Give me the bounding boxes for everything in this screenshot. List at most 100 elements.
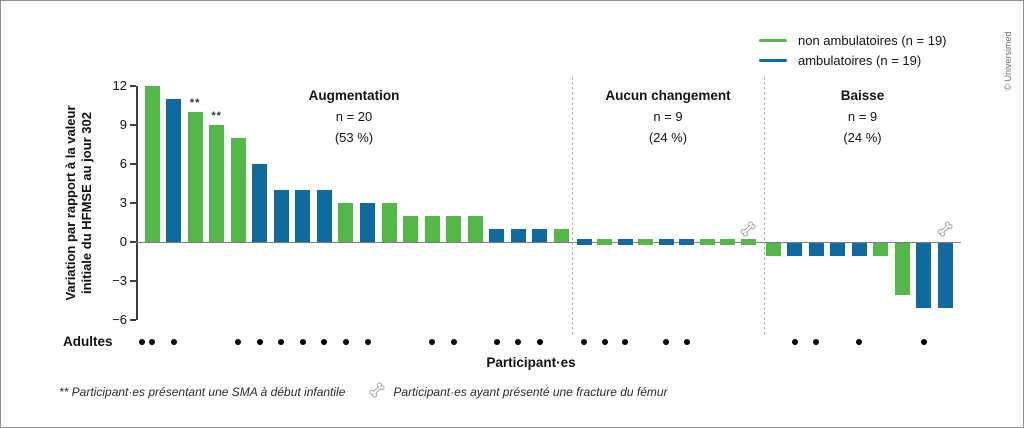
- femur-fracture-icon: [740, 221, 756, 237]
- section-n-count: n = 9: [847, 109, 878, 124]
- bar-non-ambulatoire: [597, 239, 612, 245]
- adult-dot: [429, 339, 436, 345]
- section-percentage: (24 %): [648, 130, 688, 145]
- y-tick-label: −6: [112, 312, 127, 327]
- adult-dot: [856, 339, 862, 345]
- adult-dot: [515, 339, 522, 345]
- bar-non-ambulatoire: [144, 86, 160, 242]
- adult-dot: [299, 339, 306, 345]
- femur-fracture-icon: [369, 382, 385, 398]
- bar-ambulatoire: [166, 99, 182, 242]
- bar-non-ambulatoire: [638, 239, 653, 245]
- bar-non-ambulatoire: [446, 216, 462, 242]
- bar-ambulatoire: [576, 239, 592, 245]
- bar-ambulatoire: [679, 239, 694, 245]
- bar-non-ambulatoire: [765, 242, 781, 256]
- adult-dot: [683, 339, 690, 345]
- adult-dot: [813, 339, 819, 345]
- adult-dot: [493, 339, 500, 345]
- femur-fracture-marker: [935, 219, 955, 239]
- bar-non-ambulatoire: [720, 239, 735, 245]
- section-header-2: Aucun changement n = 9 (24 %): [572, 85, 764, 148]
- legend-row-non-ambulatoires: non ambulatoires (n = 19): [759, 30, 947, 50]
- adults-row-label: Adultes: [63, 334, 113, 349]
- bar-ambulatoire: [808, 242, 824, 256]
- adult-dot: [170, 339, 177, 345]
- adult-dot: [601, 339, 608, 345]
- footnote-bone-text: Participant·es ayant présenté une fractu…: [393, 384, 668, 399]
- adult-dot: [321, 339, 328, 345]
- bar-non-ambulatoire: [187, 112, 203, 242]
- section-percentage: (24 %): [843, 130, 882, 145]
- bar-ambulatoire: [252, 164, 268, 242]
- adult-dot: [235, 339, 242, 345]
- legend-row-ambulatoires: ambulatoires (n = 19): [759, 50, 947, 70]
- y-tick-label: 0: [119, 234, 127, 249]
- y-tick-mark: [130, 85, 136, 87]
- section-title: Augmentation: [308, 88, 400, 103]
- section-header-3: Baisse n = 9 (24 %): [764, 85, 961, 148]
- bar-ambulatoire: [787, 242, 802, 256]
- legend: non ambulatoires (n = 19) ambulatoires (…: [759, 30, 947, 70]
- bar-non-ambulatoire: [209, 125, 225, 242]
- bar-ambulatoire: [851, 242, 867, 256]
- x-axis-title: Participant·es: [486, 355, 576, 370]
- bar-ambulatoire: [617, 239, 633, 245]
- bar-ambulatoire: [510, 229, 526, 242]
- bar-ambulatoire: [273, 190, 289, 242]
- bar-non-ambulatoire: [873, 242, 888, 256]
- y-tick-label: 9: [119, 117, 127, 132]
- adult-dot: [622, 339, 628, 345]
- section-divider-2: [764, 77, 765, 335]
- bar-non-ambulatoire: [424, 216, 440, 242]
- y-tick-mark: [130, 280, 136, 282]
- adult-dot: [149, 339, 155, 345]
- legend-label-non-ambulatoires: non ambulatoires (n = 19): [798, 32, 947, 48]
- section-header-1: Augmentation n = 20 (53 %): [136, 85, 572, 148]
- footnote: ** Participant·es présentant une SMA à d…: [59, 380, 668, 403]
- bar-non-ambulatoire: [467, 216, 483, 242]
- adult-dot: [256, 339, 263, 345]
- adult-dot: [791, 339, 798, 345]
- y-tick-mark: [130, 241, 136, 243]
- bar-ambulatoire: [360, 203, 375, 242]
- bar-ambulatoire: [316, 190, 332, 242]
- adult-dot: [536, 339, 543, 345]
- adult-dot: [278, 339, 285, 345]
- bar-non-ambulatoire: [338, 203, 354, 242]
- y-tick-mark: [130, 202, 136, 204]
- section-divider-1: [572, 77, 573, 335]
- bar-ambulatoire: [916, 242, 931, 308]
- bar-non-ambulatoire: [381, 203, 397, 242]
- bar-ambulatoire: [489, 229, 505, 242]
- y-tick-mark: [130, 163, 136, 165]
- bar-non-ambulatoire: [894, 242, 910, 295]
- double-asterisk-marker: **: [211, 110, 222, 122]
- bar-ambulatoire: [830, 242, 845, 256]
- y-tick-label: −3: [112, 273, 127, 288]
- section-title: Aucun changement: [605, 88, 731, 103]
- adult-dot: [364, 339, 371, 345]
- zero-baseline: [136, 241, 961, 243]
- y-tick-mark: [130, 319, 136, 321]
- bar-non-ambulatoire: [699, 239, 715, 245]
- adult-dot: [663, 339, 669, 345]
- y-tick-label: 3: [119, 195, 127, 210]
- section-n-count: n = 20: [335, 109, 373, 124]
- femur-fracture-marker: [738, 219, 758, 239]
- bar-non-ambulatoire: [553, 229, 569, 242]
- bar-ambulatoire: [295, 190, 311, 242]
- double-asterisk-marker: **: [189, 97, 201, 109]
- femur-fracture-icon: [937, 221, 953, 237]
- y-axis-line: [136, 86, 138, 320]
- legend-swatch-non-ambulatoires: [759, 38, 787, 42]
- legend-label-ambulatoires: ambulatoires (n = 19): [798, 52, 922, 68]
- section-percentage: (53 %): [334, 130, 374, 145]
- footnote-asterisks-text: ** Participant·es présentant une SMA à d…: [59, 384, 346, 399]
- section-title: Baisse: [840, 88, 885, 103]
- adult-dot: [138, 339, 145, 345]
- bar-non-ambulatoire: [230, 138, 246, 242]
- adult-dot: [920, 339, 927, 345]
